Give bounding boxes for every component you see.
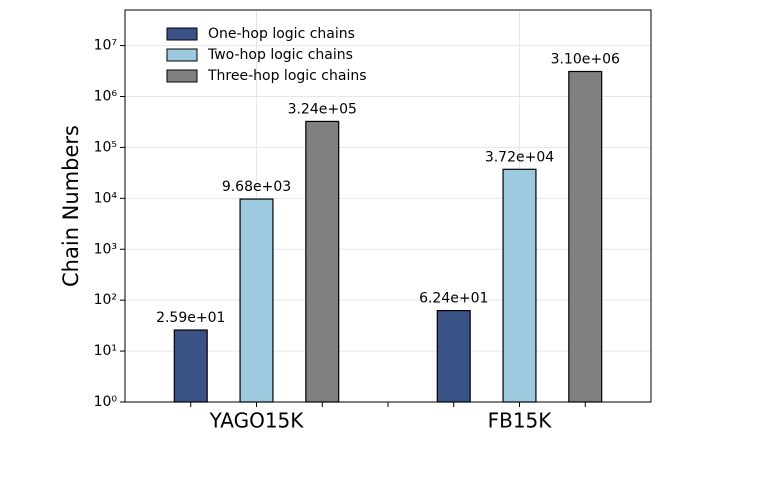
y-tick-label: 10¹ xyxy=(94,343,117,359)
value-label: 2.59e+01 xyxy=(156,310,225,326)
bar xyxy=(568,70,603,403)
legend-swatch xyxy=(166,69,198,83)
y-tick-label: 10⁰ xyxy=(94,394,118,410)
bar xyxy=(305,120,340,403)
value-label: 3.24e+05 xyxy=(288,101,357,117)
y-tick-label: 10⁶ xyxy=(94,89,118,105)
bar xyxy=(173,329,208,403)
y-tick-label: 10³ xyxy=(94,241,117,257)
value-label: 6.24e+01 xyxy=(419,291,488,307)
legend-label: Two-hop logic chains xyxy=(207,47,353,63)
y-tick-label: 10⁷ xyxy=(94,38,117,54)
x-tick-label: YAGO15K xyxy=(209,409,305,433)
y-tick-label: 10⁴ xyxy=(94,190,118,206)
x-tick-label: FB15K xyxy=(488,409,553,433)
plot-frame xyxy=(124,9,652,403)
legend-label: One-hop logic chains xyxy=(208,26,355,42)
bar xyxy=(502,168,537,403)
bar xyxy=(436,309,471,403)
y-tick-label: 10⁵ xyxy=(94,139,117,155)
value-label: 9.68e+03 xyxy=(222,179,291,195)
y-tick-label: 10² xyxy=(94,292,117,308)
legend-swatch xyxy=(166,48,198,62)
value-label: 3.72e+04 xyxy=(485,149,554,165)
y-axis-label: Chain Numbers xyxy=(59,125,83,287)
value-label: 3.10e+06 xyxy=(551,51,620,67)
legend-label: Three-hop logic chains xyxy=(207,68,367,84)
legend-swatch xyxy=(166,27,198,41)
bar xyxy=(239,198,274,403)
